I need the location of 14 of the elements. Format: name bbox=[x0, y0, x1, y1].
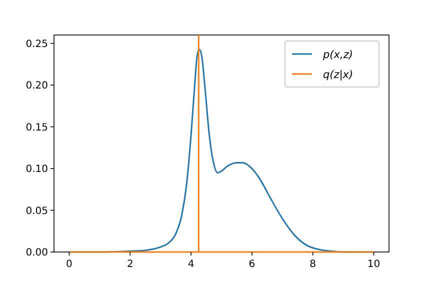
x-tick-label: 0 bbox=[66, 259, 72, 270]
y-tick-label: 0.00 bbox=[26, 248, 48, 258]
x-tick-label: 10 bbox=[367, 259, 380, 270]
legend-label: q(z|x) bbox=[323, 69, 354, 81]
y-tick-label: 0.25 bbox=[26, 38, 48, 50]
y-tick-label: 0.10 bbox=[26, 164, 48, 176]
y-tick-label: 0.15 bbox=[26, 122, 48, 134]
x-tick-label: 2 bbox=[126, 259, 134, 270]
y-tick-label: 0.20 bbox=[26, 80, 48, 92]
x-tick-label: 8 bbox=[310, 259, 316, 270]
legend-label: p(x,z) bbox=[322, 49, 353, 61]
x-tick-label: 6 bbox=[248, 259, 256, 270]
x-tick-label: 4 bbox=[188, 259, 194, 270]
y-tick-label: 0.05 bbox=[26, 206, 48, 217]
